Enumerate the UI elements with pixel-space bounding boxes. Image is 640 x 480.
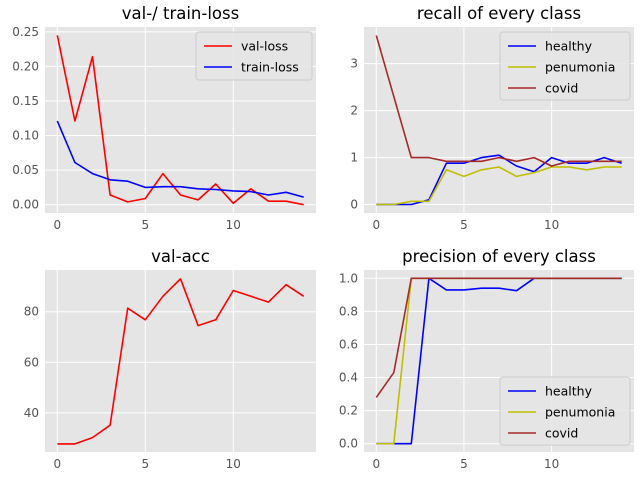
y-tick-label: 1.0: [339, 271, 358, 285]
y-tick-label: 0.00: [12, 198, 39, 212]
chart-title: recall of every class: [417, 4, 581, 23]
legend-frame: [195, 31, 313, 81]
x-tick-label: 10: [544, 218, 559, 232]
y-tick-label: 1: [350, 151, 358, 165]
x-tick-label: 0: [53, 457, 61, 471]
chart-title: val-/ train-loss: [122, 4, 239, 23]
y-tick-label: 0.0: [339, 437, 358, 451]
plot-area: [45, 270, 316, 452]
chart-precision: 0 5 10 0.0 0.2 0.4 0.6 0.8 1.0 precision of every…: [339, 247, 634, 471]
series-line-penumonia: [376, 166, 622, 206]
y-tick-label: 60: [24, 355, 39, 369]
legend: val-loss train-loss: [195, 31, 313, 81]
x-tick-label: 5: [460, 218, 468, 232]
y-tick-label: 0.8: [339, 304, 358, 318]
series-line-series-0: [57, 277, 305, 445]
y-tick-label: 0.05: [12, 163, 39, 177]
legend-label: healthy: [545, 384, 593, 399]
y-tick-label: 2: [350, 104, 358, 118]
chart-title: val-acc: [151, 247, 210, 266]
x-tick-label: 5: [141, 457, 149, 471]
x-tick-label: 0: [372, 218, 380, 232]
series-line-covid: [375, 35, 622, 167]
y-tick-label: 0.10: [12, 129, 39, 143]
x-tick-label: 0: [372, 457, 380, 471]
y-tick-label: 0.15: [12, 94, 39, 108]
legend-frame: [499, 376, 631, 446]
x-tick-label: 5: [141, 218, 149, 232]
legend-label: train-loss: [241, 60, 299, 75]
series-line-train-loss: [56, 120, 304, 198]
x-tick-label: 10: [544, 457, 559, 471]
x-tick-label: 10: [226, 457, 241, 471]
legend: healthy penumonia covid: [499, 376, 631, 446]
y-tick-label: 0.25: [12, 25, 39, 39]
legend-label: healthy: [545, 39, 593, 54]
legend-label: covid: [545, 426, 578, 441]
y-tick-label: 0: [350, 198, 358, 212]
y-tick-label: 80: [24, 305, 39, 319]
x-tick-label: 10: [226, 218, 241, 232]
x-tick-label: 0: [53, 218, 61, 232]
chart-loss: 0 5 10 0.00 0.05 0.10 0.15 0.20 0.25 val-/ train-…: [12, 4, 316, 232]
y-tick-label: 3: [350, 57, 358, 71]
y-tick-label: 0.20: [12, 59, 39, 73]
legend: healthy penumonia covid: [499, 31, 631, 101]
series-line-val-loss: [56, 35, 304, 206]
legend-label: penumonia: [545, 405, 615, 420]
series-line-healthy: [376, 154, 622, 206]
y-tick-label: 40: [24, 406, 39, 420]
legend-label: val-loss: [241, 39, 288, 54]
chart-title: precision of every class: [402, 247, 596, 266]
series-line-covid: [375, 277, 622, 398]
chart-recall: 0 5 10 0 1 2 3 recall of every class healthy penu…: [350, 4, 634, 232]
legend-label: penumonia: [545, 60, 615, 75]
y-tick-label: 0.2: [339, 404, 358, 418]
legend-frame: [499, 31, 631, 101]
y-tick-label: 0.4: [339, 371, 358, 385]
chart-acc: 0 5 10 40 60 80 val-acc: [24, 247, 316, 471]
y-tick-label: 0.6: [339, 337, 358, 351]
legend-label: covid: [545, 81, 578, 96]
x-tick-label: 5: [460, 457, 468, 471]
